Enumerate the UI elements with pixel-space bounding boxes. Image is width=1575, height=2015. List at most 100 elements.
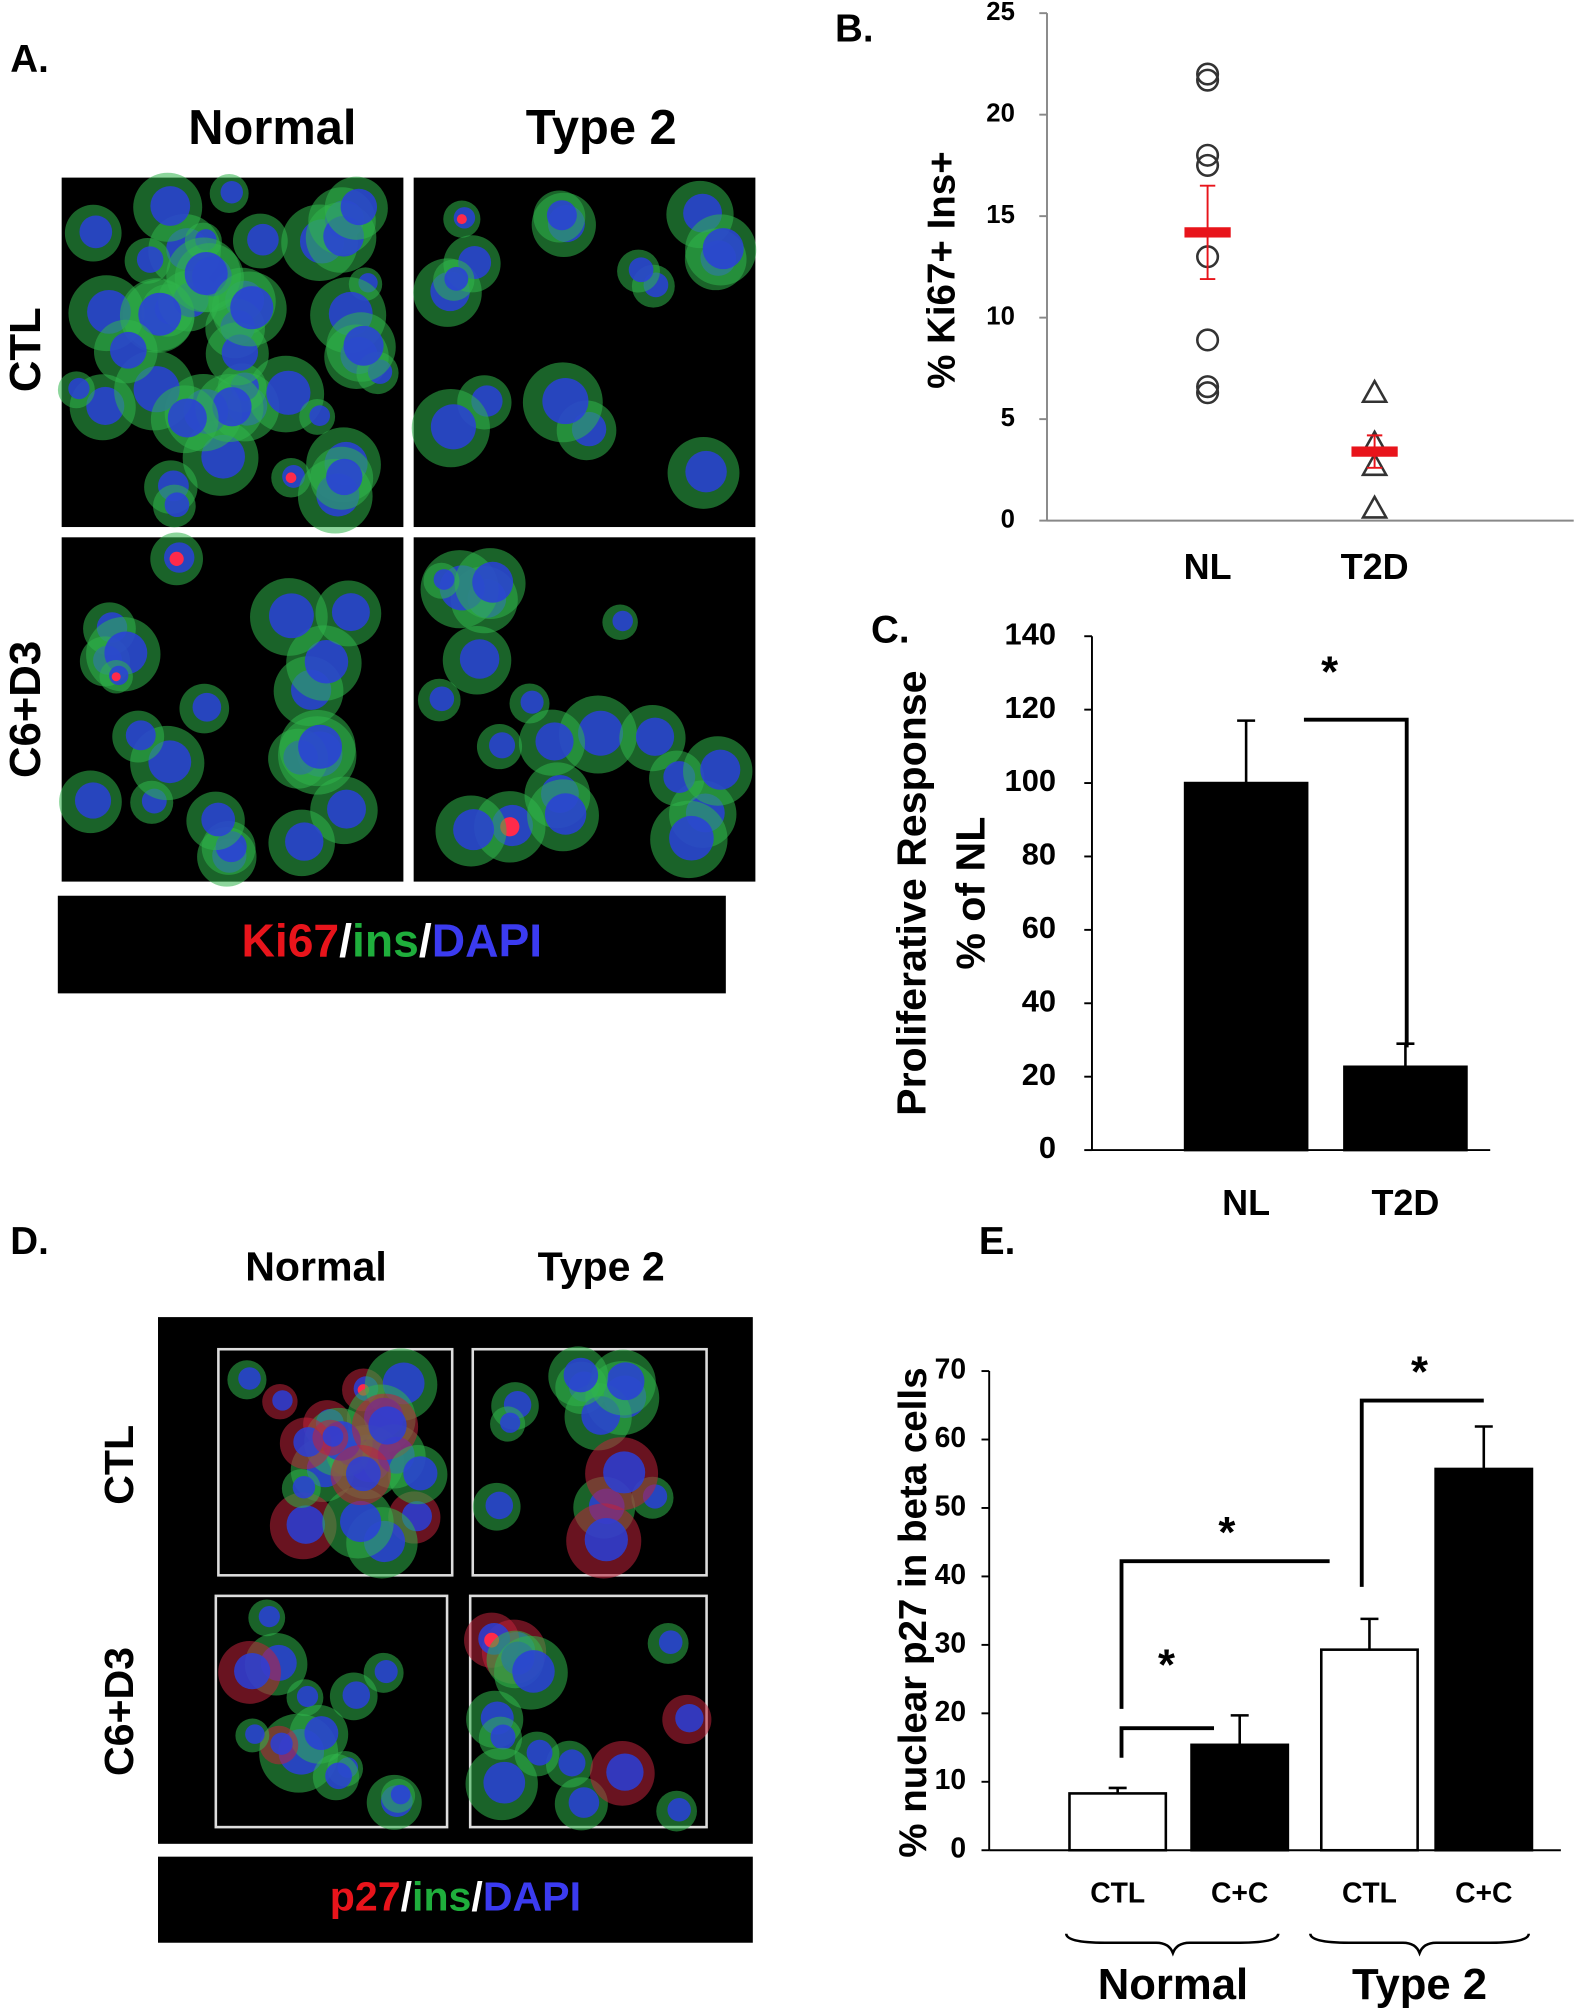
nucleus	[285, 822, 324, 861]
data-point	[1360, 451, 1389, 477]
legend-bar	[158, 1856, 753, 1943]
nucleus	[286, 1505, 326, 1544]
significance-mark: *	[1218, 1508, 1235, 1557]
nucleus	[109, 331, 147, 369]
nucleus	[512, 1650, 555, 1693]
bar	[1183, 781, 1309, 1152]
error-bar	[1230, 1714, 1249, 1745]
significance-bracket	[1119, 1559, 1330, 1709]
y-tick-label: 60	[935, 1421, 966, 1453]
nucleus	[304, 640, 349, 684]
bar	[1343, 1065, 1468, 1152]
data-point	[1196, 375, 1220, 399]
y-tick-label: 70	[935, 1353, 966, 1385]
y-tick-label: 80	[1022, 837, 1056, 872]
y-tick-label: 20	[1022, 1057, 1056, 1092]
stain-legend-part: ins	[412, 1874, 471, 1920]
group-brace	[1064, 1933, 1280, 1957]
data-point	[1196, 328, 1220, 352]
y-tick-label: 0	[1039, 1130, 1056, 1165]
nucleus	[340, 188, 378, 226]
nucleus	[658, 1630, 683, 1655]
nucleus	[459, 639, 500, 679]
y-tick-label: 10	[986, 302, 1015, 330]
y-tick-label: 0	[950, 1832, 966, 1864]
x-tick-label: NL	[1184, 546, 1232, 587]
marker-dot	[169, 551, 184, 566]
data-point	[1196, 62, 1220, 86]
nucleus	[669, 815, 714, 861]
y-tick-label: 5	[1001, 404, 1015, 432]
y-tick-label: 20	[986, 99, 1015, 127]
stain-legend-part: p27	[330, 1874, 401, 1920]
data-point	[1196, 68, 1220, 92]
nucleus	[483, 1761, 526, 1804]
nucleus	[403, 1456, 438, 1491]
nucleus	[272, 1390, 293, 1411]
nucleus	[230, 286, 274, 330]
mean-bar	[1351, 446, 1398, 457]
error-bar	[1474, 1425, 1493, 1469]
significance-mark: *	[1411, 1347, 1428, 1396]
data-point	[1196, 153, 1220, 177]
nucleus	[612, 610, 633, 632]
nucleus	[584, 1517, 628, 1562]
nucleus	[331, 593, 370, 632]
column-label: Type 2	[538, 1243, 665, 1289]
stain-legend-part: DAPI	[483, 1874, 581, 1920]
nucleus	[472, 561, 514, 603]
nucleus	[184, 252, 228, 296]
row-label: C6+D3	[1, 641, 50, 778]
y-tick-label: 50	[935, 1489, 966, 1521]
nucleus	[138, 292, 182, 336]
nucleus	[390, 1784, 411, 1805]
group-label: Normal	[1098, 1960, 1248, 2009]
nucleus	[342, 1681, 371, 1709]
y-tick-label: 20	[935, 1695, 966, 1727]
bar	[1068, 1792, 1168, 1852]
marker-dot	[456, 214, 467, 225]
x-tick-label: C+C	[1455, 1877, 1512, 1909]
y-axis-label: % Ki67+ Ins+	[920, 151, 963, 389]
bar	[1434, 1467, 1534, 1852]
y-axis-label: % of NL	[948, 817, 994, 970]
x-tick-label: T2D	[1341, 546, 1409, 587]
nucleus	[125, 720, 156, 751]
group-label: Type 2	[1352, 1960, 1487, 2009]
y-tick-label: 140	[1005, 616, 1056, 651]
nucleus	[345, 1456, 381, 1492]
y-tick-label: 40	[935, 1558, 966, 1590]
nucleus	[606, 1362, 645, 1401]
nucleus	[568, 1787, 600, 1818]
mean-bar	[1184, 227, 1231, 238]
legend-bar	[57, 895, 726, 994]
stain-legend-part: /	[401, 1874, 413, 1920]
nucleus	[702, 228, 744, 270]
nucleus	[433, 569, 455, 590]
stain-legend-part: DAPI	[432, 915, 542, 967]
nucleus	[606, 1753, 644, 1791]
y-tick-label: 60	[1022, 910, 1056, 945]
nucleus	[220, 181, 243, 204]
nucleus	[309, 405, 331, 426]
nucleus	[269, 593, 314, 639]
nucleus	[444, 266, 469, 291]
nucleus	[343, 325, 384, 366]
significance-mark: *	[1321, 647, 1338, 696]
panel-label: A.	[10, 38, 49, 81]
nucleus	[546, 200, 577, 231]
nucleus	[326, 458, 363, 496]
nucleus	[453, 809, 495, 851]
row-label: CTL	[1, 307, 50, 392]
stain-legend-part: ins	[352, 915, 419, 967]
nucleus	[368, 1406, 407, 1445]
nucleus	[296, 1685, 319, 1708]
nucleus	[544, 793, 587, 835]
panel-label: C.	[871, 609, 910, 652]
panel-label: E.	[979, 1220, 1015, 1263]
x-tick-label: CTL	[1342, 1877, 1397, 1909]
row-label: CTL	[96, 1425, 142, 1505]
nucleus	[558, 1749, 586, 1777]
stain-legend-part: /	[419, 915, 432, 967]
y-tick-label: 100	[1005, 763, 1056, 798]
